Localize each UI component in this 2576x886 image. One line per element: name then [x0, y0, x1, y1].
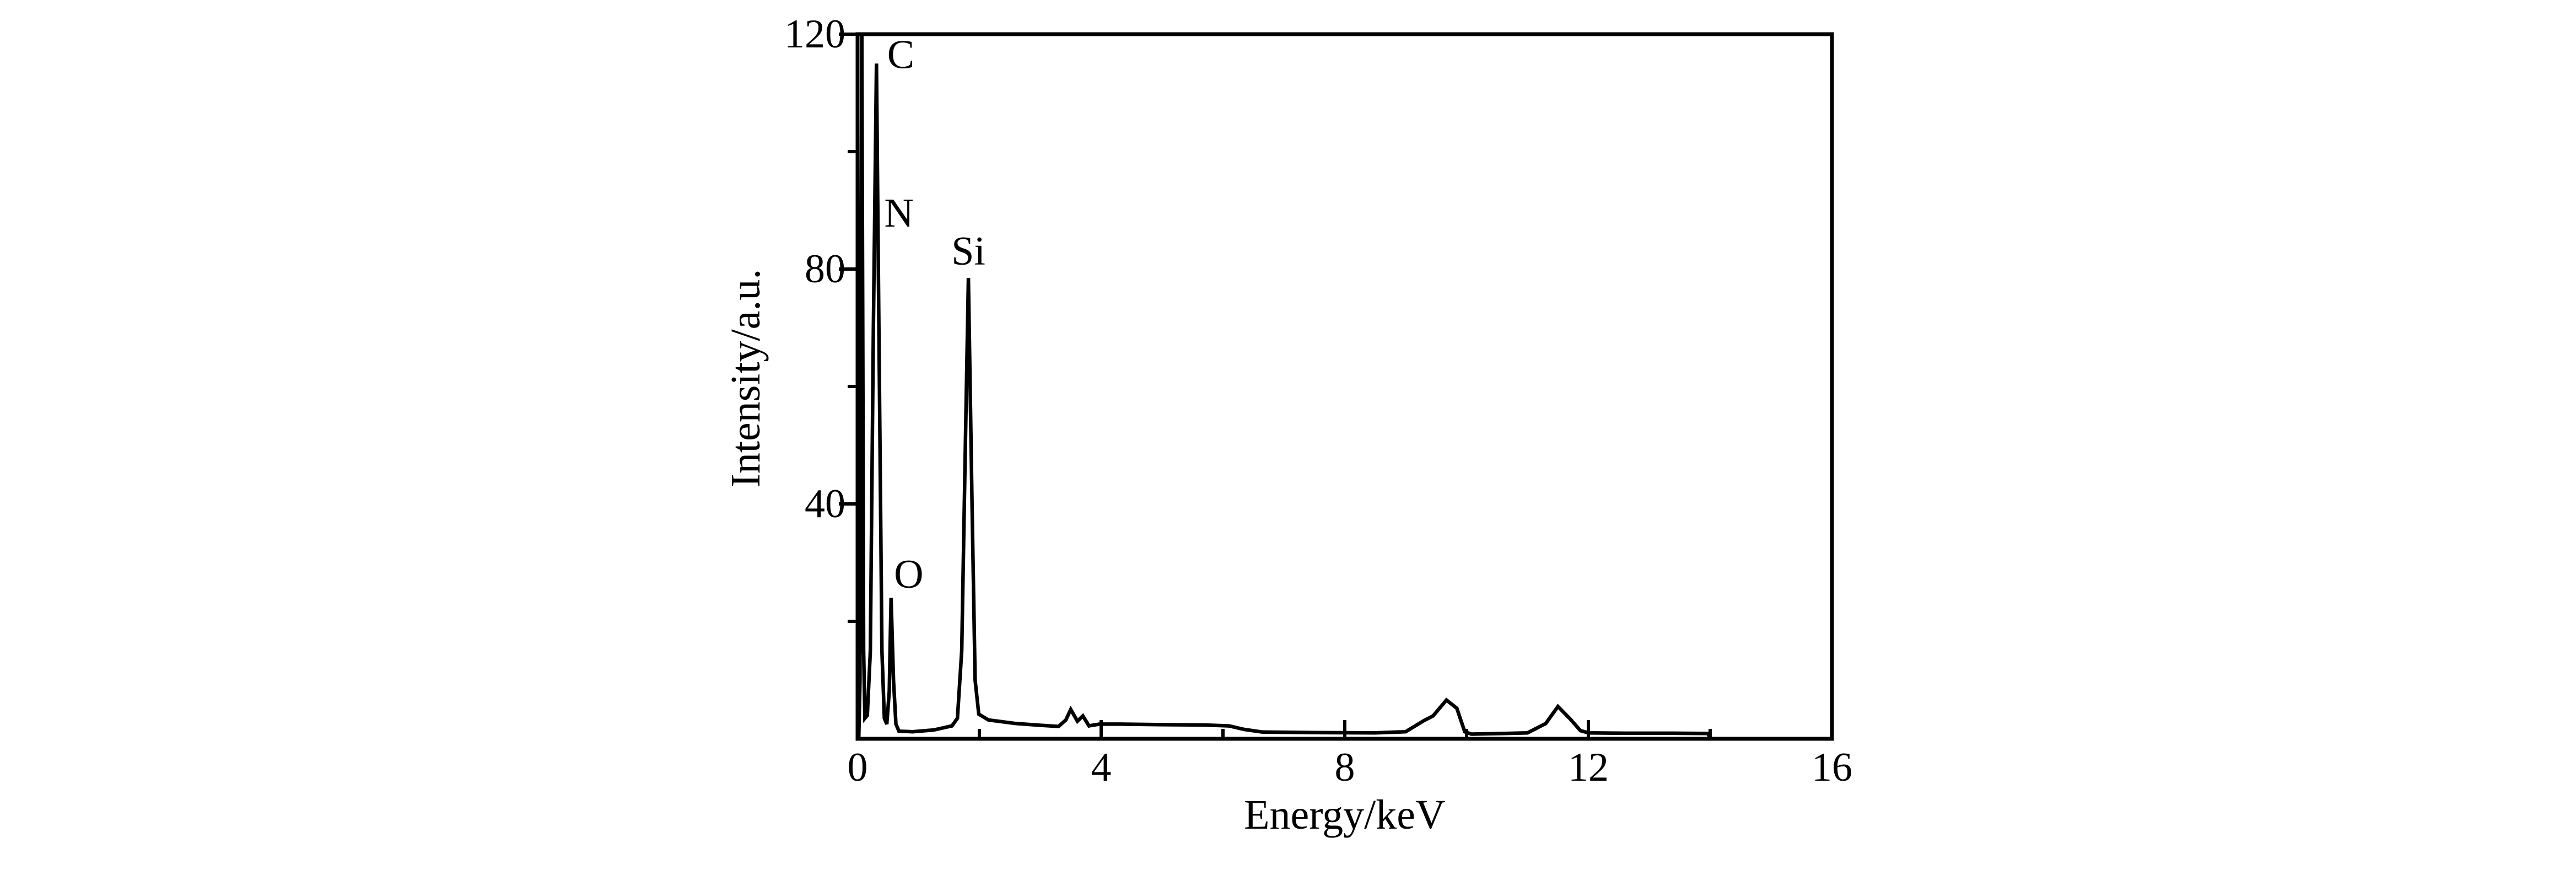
y-tick-label: 40: [805, 481, 845, 527]
axis-ticks: [839, 33, 1834, 739]
peak-label-o: O: [894, 552, 923, 597]
y-tick-label: 120: [784, 12, 845, 57]
plot-frame: [855, 32, 1834, 741]
axis-titles: Energy/keV Intensity/a.u.: [723, 269, 1446, 838]
peak-label-c: C: [887, 32, 914, 77]
plot-frame-rect: [855, 32, 1834, 741]
x-axis-title: Energy/keV: [1244, 792, 1446, 838]
peak-label-n: N: [884, 191, 913, 236]
x-tick-label: 16: [1812, 745, 1852, 790]
axis-tick-labels: 0 4 8 12 16 40 80 120: [784, 12, 1852, 790]
peak-label-si: Si: [951, 229, 985, 274]
y-tick-label: 80: [805, 246, 845, 292]
spectrum-curve: [856, 34, 1712, 739]
y-axis-title: Intensity/a.u.: [723, 269, 769, 488]
x-tick-label: 4: [1091, 745, 1112, 790]
x-tick-label: 0: [848, 745, 868, 790]
spectrum-line: [856, 34, 1712, 739]
x-tick-label: 8: [1335, 745, 1355, 790]
x-tick-label: 12: [1568, 745, 1609, 790]
peak-annotations: C N O Si: [884, 32, 985, 597]
